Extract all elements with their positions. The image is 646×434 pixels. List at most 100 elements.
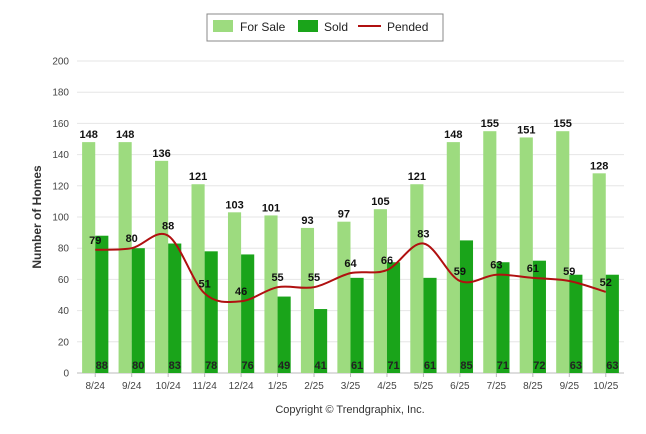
- bar-sold: [204, 251, 218, 373]
- bar-sold: [350, 277, 364, 373]
- label-sold: 80: [132, 360, 144, 372]
- label-sold: 61: [351, 360, 363, 372]
- label-pended: 80: [126, 233, 138, 245]
- label-pended: 55: [271, 272, 283, 284]
- bar-sold: [386, 262, 401, 373]
- y-tick-label: 180: [52, 88, 69, 99]
- label-for-sale: 148: [116, 129, 134, 141]
- bar-for-sale: [592, 173, 606, 373]
- legend-box: [206, 13, 444, 42]
- y-tick-label: 0: [63, 369, 69, 380]
- bar-sold: [496, 262, 510, 373]
- label-sold: 88: [96, 360, 108, 372]
- bar-sold: [569, 274, 583, 373]
- bar-sold: [459, 240, 474, 373]
- y-tick-label: 60: [58, 275, 70, 286]
- x-tick-label: 8/24: [85, 381, 105, 392]
- bar-for-sale: [264, 215, 278, 373]
- label-for-sale: 151: [517, 124, 535, 136]
- y-tick-label: 100: [52, 213, 69, 224]
- y-tick-label: 140: [52, 150, 69, 161]
- label-pended: 55: [308, 272, 320, 284]
- label-for-sale: 136: [152, 148, 170, 160]
- bar-sold: [605, 274, 619, 373]
- bar-for-sale: [483, 131, 497, 373]
- x-tick-label: 12/24: [229, 381, 254, 392]
- copyright-text: Copyright © Trendgraphix, Inc.: [275, 404, 424, 416]
- bar-for-sale: [410, 184, 424, 373]
- bar-sold: [532, 260, 546, 373]
- label-sold: 41: [314, 360, 326, 372]
- x-axis-ticks: 8/24 9/24 10/24 11/24 12/24 1/25 2/25 3/25 4/25 5…: [85, 373, 619, 392]
- legend: For Sale Sold Pended: [206, 13, 444, 42]
- label-pended: 63: [490, 260, 502, 272]
- bar-for-sale: [556, 131, 570, 373]
- x-tick-label: 8/25: [523, 381, 543, 392]
- label-pended: 52: [600, 277, 612, 289]
- x-tick-label: 11/24: [192, 381, 217, 392]
- label-sold: 63: [606, 360, 618, 372]
- x-tick-label: 4/25: [377, 381, 397, 392]
- x-tick-label: 9/25: [560, 381, 580, 392]
- x-tick-label: 7/25: [487, 381, 507, 392]
- label-for-sale: 148: [79, 129, 97, 141]
- legend-label-sold: Sold: [324, 20, 348, 34]
- x-tick-label: 5/25: [414, 381, 434, 392]
- label-sold: 85: [460, 360, 472, 372]
- label-for-sale: 101: [262, 202, 280, 214]
- y-tick-label: 120: [52, 181, 69, 192]
- label-for-sale: 155: [481, 118, 499, 130]
- label-for-sale: 148: [444, 129, 462, 141]
- label-sold: 61: [424, 360, 436, 372]
- pended-line-group: [95, 232, 607, 304]
- label-for-sale: 121: [408, 171, 426, 183]
- label-sold: 49: [278, 360, 290, 372]
- legend-swatch-for-sale: [213, 20, 233, 32]
- bar-sold: [95, 235, 109, 373]
- x-tick-label: 6/25: [450, 381, 470, 392]
- label-for-sale: 155: [554, 118, 572, 130]
- label-pended: 61: [527, 263, 539, 275]
- legend-swatch-sold: [298, 20, 318, 32]
- x-tick-label: 2/25: [304, 381, 324, 392]
- label-sold: 78: [205, 360, 217, 372]
- bar-for-sale: [519, 137, 533, 373]
- label-for-sale: 121: [189, 171, 207, 183]
- label-pended: 79: [89, 235, 101, 247]
- label-for-sale: 128: [590, 160, 608, 172]
- y-tick-label: 200: [52, 57, 69, 68]
- label-pended: 88: [162, 221, 174, 233]
- bar-for-sale: [373, 209, 387, 373]
- bar-sold: [131, 248, 145, 373]
- bars: [82, 131, 619, 373]
- bar-for-sale: [82, 142, 96, 373]
- label-pended: 51: [199, 278, 211, 290]
- label-sold: 71: [387, 360, 399, 372]
- label-pended: 59: [563, 266, 575, 278]
- data-labels: 148 88 148 80 136 83 121 78 103 76 101 49 93 41 97 61 10…: [79, 118, 618, 372]
- bar-for-sale: [155, 160, 169, 373]
- y-tick-label: 160: [52, 119, 69, 130]
- label-pended: 64: [344, 258, 357, 270]
- x-tick-label: 10/24: [156, 381, 181, 392]
- y-axis-label: Number of Homes: [30, 165, 44, 269]
- bar-sold: [277, 296, 291, 373]
- label-pended: 66: [381, 255, 393, 267]
- bar-for-sale: [227, 212, 242, 373]
- y-tick-label: 40: [58, 306, 70, 317]
- y-tick-label: 20: [58, 337, 70, 348]
- x-tick-label: 3/25: [341, 381, 361, 392]
- label-pended: 83: [417, 229, 429, 241]
- bar-sold: [168, 243, 182, 373]
- bar-sold: [241, 254, 255, 373]
- bar-for-sale: [446, 142, 460, 373]
- y-tick-label: 80: [58, 244, 70, 255]
- pended-line: [95, 232, 607, 304]
- x-tick-label: 1/25: [268, 381, 288, 392]
- label-for-sale: 97: [338, 209, 350, 221]
- label-sold: 71: [497, 360, 509, 372]
- label-pended: 46: [235, 286, 247, 298]
- label-sold: 83: [169, 360, 181, 372]
- bar-for-sale: [191, 184, 205, 373]
